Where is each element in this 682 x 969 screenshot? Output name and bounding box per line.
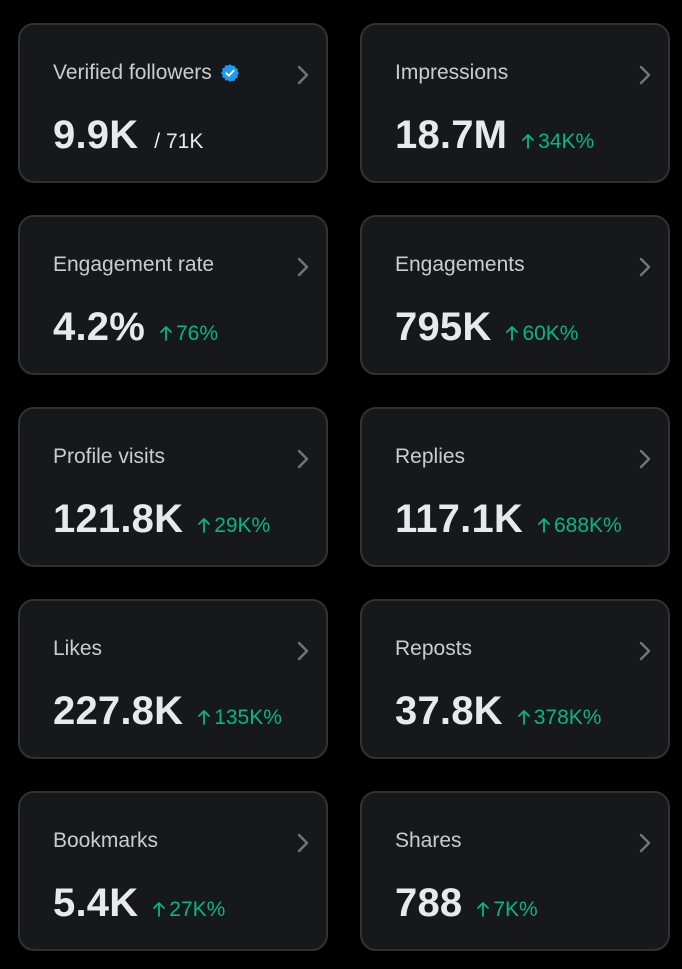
- card-title: Impressions: [395, 61, 508, 85]
- card-engagement-rate[interactable]: Engagement rate 4.2% 76%: [18, 215, 328, 375]
- metric-change: 688K%: [537, 514, 622, 538]
- chevron-right-icon: [294, 831, 312, 855]
- chevron-right-icon: [294, 63, 312, 87]
- metric-row: 788 7K%: [395, 881, 538, 926]
- arrow-up-icon: [521, 132, 535, 150]
- metric-row: 18.7M 34K%: [395, 113, 594, 158]
- metric-change: 7K%: [476, 898, 538, 922]
- card-title-label: Shares: [395, 829, 462, 852]
- card-impressions[interactable]: Impressions 18.7M 34K%: [360, 23, 670, 183]
- chevron-right-icon: [636, 447, 654, 471]
- metric-change-value: 60K%: [522, 322, 579, 345]
- metric-value: 37.8K: [395, 689, 503, 733]
- metric-change-value: 135K%: [214, 706, 282, 729]
- chevron-right-icon: [636, 831, 654, 855]
- arrow-up-icon: [197, 708, 211, 726]
- metric-value: 18.7M: [395, 113, 508, 157]
- analytics-grid: Verified followers 9.9K / 71K Impression…: [18, 23, 670, 951]
- metric-change-value: 378K%: [533, 706, 602, 729]
- metric-change-value: 688K%: [553, 514, 622, 537]
- arrow-up-icon: [476, 900, 490, 918]
- metric-change-value: 7K%: [493, 898, 538, 921]
- metric-value: 117.1K: [395, 497, 523, 541]
- metric-row: 4.2% 76%: [53, 305, 218, 350]
- metric-change-value: 27K%: [169, 898, 226, 921]
- metric-change: 27K%: [152, 898, 225, 922]
- card-title: Profile visits: [53, 445, 165, 469]
- arrow-up-icon: [152, 900, 166, 918]
- arrow-up-icon: [159, 324, 173, 342]
- chevron-right-icon: [294, 447, 312, 471]
- metric-row: 121.8K 29K%: [53, 497, 270, 542]
- card-shares[interactable]: Shares 788 7K%: [360, 791, 670, 951]
- chevron-right-icon: [636, 63, 654, 87]
- metric-change-value: 29K%: [214, 514, 271, 537]
- card-title-label: Reposts: [395, 637, 473, 660]
- metric-row: 37.8K 378K%: [395, 689, 601, 734]
- card-title: Engagements: [395, 253, 525, 277]
- card-title-label: Verified followers: [53, 61, 212, 84]
- metric-change-value: 34K%: [538, 130, 595, 153]
- card-title-label: Bookmarks: [53, 829, 159, 852]
- metric-value: 227.8K: [53, 689, 184, 733]
- card-title: Bookmarks: [53, 829, 158, 853]
- arrow-up-icon: [197, 516, 211, 534]
- card-bookmarks[interactable]: Bookmarks 5.4K 27K%: [18, 791, 328, 951]
- card-title-label: Replies: [395, 445, 466, 468]
- arrow-up-icon: [505, 324, 519, 342]
- metric-value: 121.8K: [53, 497, 184, 541]
- card-profile-visits[interactable]: Profile visits 121.8K 29K%: [18, 407, 328, 567]
- metric-value: 9.9K: [53, 113, 139, 157]
- card-reposts[interactable]: Reposts 37.8K 378K%: [360, 599, 670, 759]
- metric-row: 227.8K 135K%: [53, 689, 282, 734]
- arrow-up-icon: [537, 516, 551, 534]
- card-title: Verified followers: [53, 61, 240, 85]
- metric-value: 4.2%: [53, 305, 145, 349]
- metric-change: 29K%: [197, 514, 270, 538]
- metric-change: 76%: [159, 322, 218, 346]
- card-title: Engagement rate: [53, 253, 214, 277]
- metric-row: 9.9K / 71K: [53, 113, 203, 158]
- chevron-right-icon: [636, 255, 654, 279]
- card-title: Replies: [395, 445, 465, 469]
- metric-value: 795K: [395, 305, 492, 349]
- chevron-right-icon: [636, 639, 654, 663]
- card-likes[interactable]: Likes 227.8K 135K%: [18, 599, 328, 759]
- card-title-label: Profile visits: [53, 445, 166, 468]
- chevron-right-icon: [294, 639, 312, 663]
- metric-row: 117.1K 688K%: [395, 497, 622, 542]
- chevron-right-icon: [294, 255, 312, 279]
- card-title: Shares: [395, 829, 462, 853]
- metric-value: 788: [395, 881, 463, 925]
- card-replies[interactable]: Replies 117.1K 688K%: [360, 407, 670, 567]
- metric-change-value: 76%: [175, 322, 219, 345]
- card-title: Likes: [53, 637, 102, 661]
- metric-total: / 71K: [154, 130, 204, 153]
- card-title: Reposts: [395, 637, 472, 661]
- metric-change: 378K%: [517, 706, 602, 730]
- metric-change: 34K%: [521, 130, 594, 154]
- card-verified-followers[interactable]: Verified followers 9.9K / 71K: [18, 23, 328, 183]
- card-title-label: Engagements: [395, 253, 525, 276]
- metric-value: 5.4K: [53, 881, 139, 925]
- card-title-label: Impressions: [395, 61, 509, 84]
- metric-row: 795K 60K%: [395, 305, 578, 350]
- metric-change: 135K%: [197, 706, 282, 730]
- arrow-up-icon: [517, 708, 531, 726]
- card-title-label: Likes: [53, 637, 103, 660]
- metric-change: 60K%: [505, 322, 578, 346]
- card-engagements[interactable]: Engagements 795K 60K%: [360, 215, 670, 375]
- card-title-label: Engagement rate: [53, 253, 215, 276]
- metric-row: 5.4K 27K%: [53, 881, 225, 926]
- verified-badge-icon: [220, 63, 240, 83]
